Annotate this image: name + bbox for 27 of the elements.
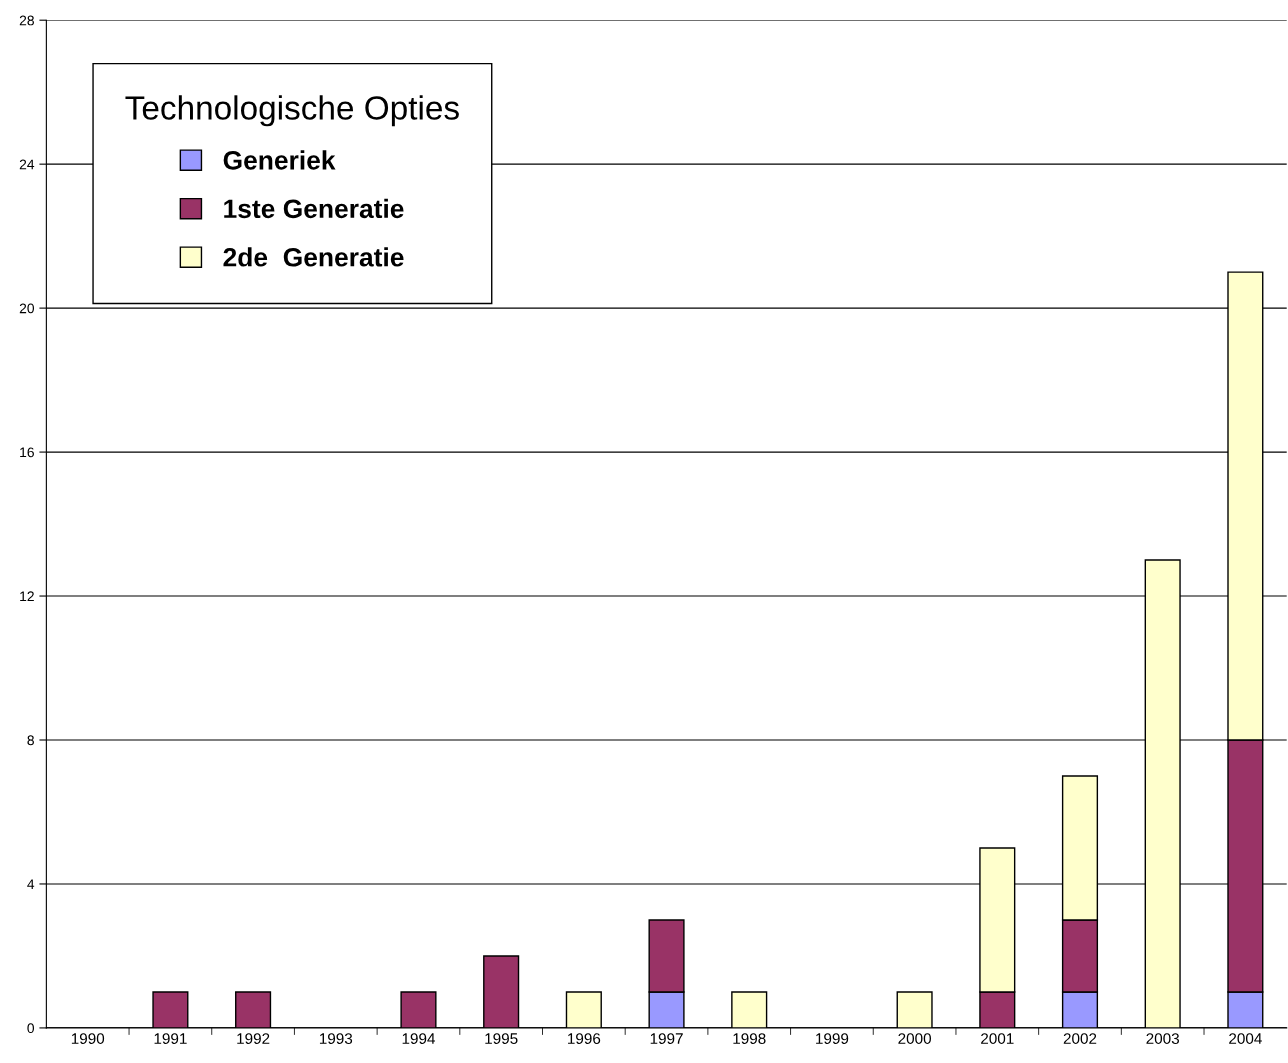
legend-title: Technologische Opties [125, 95, 459, 127]
y-tick-label: 24 [19, 159, 35, 170]
x-tick-label: 1996 [568, 1033, 601, 1044]
x-tick-label: 1991 [154, 1033, 187, 1044]
y-tick-label: 0 [27, 1023, 35, 1034]
legend-label: 1ste Generatie [224, 198, 404, 219]
x-tick-label: 1999 [816, 1033, 849, 1044]
x-tick-label: 1994 [402, 1033, 436, 1044]
y-tick-label: 8 [27, 735, 34, 746]
x-tick-label: 2000 [898, 1033, 932, 1044]
legend-label: 2de Generatie [223, 247, 404, 267]
y-tick-label: 16 [20, 447, 34, 458]
x-tick-label: 2002 [1063, 1033, 1097, 1044]
y-tick-label: 28 [19, 15, 34, 26]
x-tick-label: 1997 [650, 1033, 683, 1044]
y-tick-label: 12 [20, 591, 34, 602]
y-tick-label: 20 [19, 303, 35, 314]
y-tick-label: 4 [27, 879, 35, 889]
x-tick-label: 1998 [733, 1033, 766, 1044]
x-tick-label: 2003 [1146, 1033, 1179, 1044]
x-tick-label: 1992 [237, 1033, 270, 1044]
x-tick-label: 1990 [71, 1033, 105, 1044]
x-tick-label: 2004 [1229, 1033, 1262, 1044]
x-tick-label: 1993 [319, 1033, 353, 1044]
x-tick-label: 2001 [981, 1033, 1014, 1044]
legend-label: Generiek [223, 150, 336, 170]
x-tick-label: 1995 [485, 1033, 518, 1044]
